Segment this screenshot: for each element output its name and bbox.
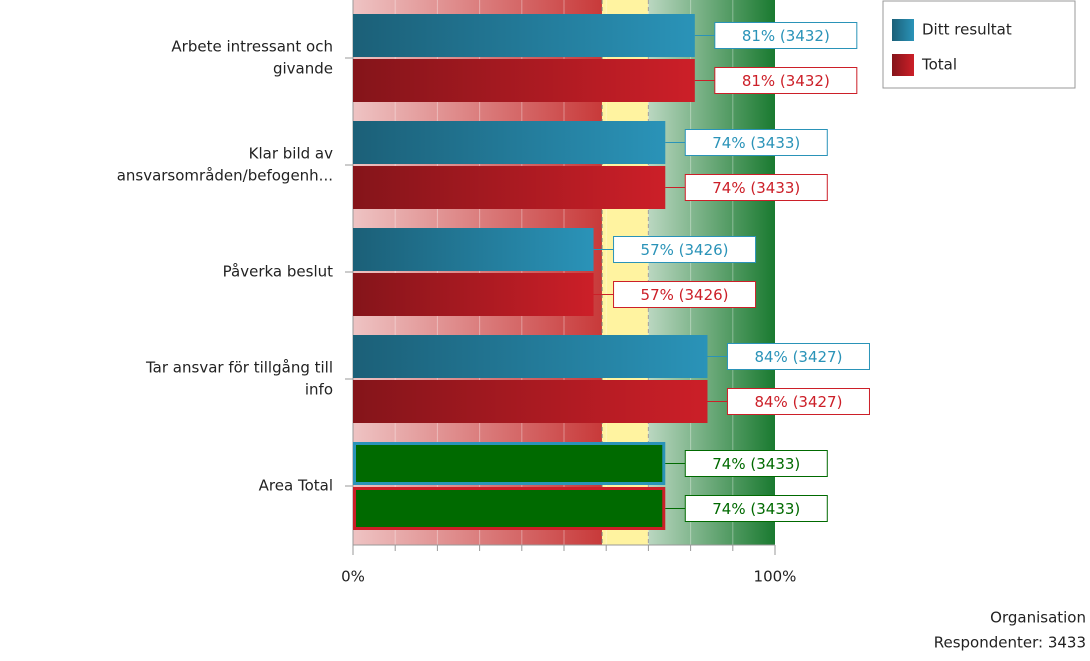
- legend-label: Total: [921, 56, 957, 74]
- category-label: info: [305, 381, 333, 399]
- label-box: [684, 174, 828, 201]
- category-label: Tar ansvar för tillgång till: [145, 359, 333, 377]
- value-label: 57% (3426): [641, 241, 729, 259]
- value-label: 74% (3433): [712, 179, 800, 197]
- category-label: Arbete intressant och: [171, 38, 333, 56]
- value-label: 81% (3432): [742, 27, 830, 45]
- value-label: 84% (3427): [754, 348, 842, 366]
- value-label: 74% (3433): [712, 134, 800, 152]
- label-box: [726, 343, 870, 370]
- bar: [353, 442, 666, 485]
- label-box: [613, 236, 757, 263]
- x-tick-label: 100%: [754, 568, 797, 586]
- footer-text: Respondenter: 3433: [934, 634, 1086, 652]
- bar-shade: [353, 166, 666, 209]
- label-box: [684, 450, 828, 477]
- legend-box: [882, 0, 1076, 89]
- bar-shade: [353, 335, 708, 378]
- value-label: 74% (3433): [712, 455, 800, 473]
- bar-shade: [353, 228, 594, 271]
- bar-shade: [353, 380, 708, 423]
- category-label: ansvarsområden/befogenh...: [117, 167, 333, 185]
- label-box: [726, 388, 870, 415]
- label-box: [714, 67, 858, 94]
- bar-shade: [353, 59, 695, 102]
- value-label: 57% (3426): [641, 286, 729, 304]
- label-box: [684, 495, 828, 522]
- bar: [353, 487, 666, 530]
- category-label: Area Total: [259, 477, 333, 495]
- value-label: 74% (3433): [712, 500, 800, 518]
- label-box: [684, 129, 828, 156]
- footer-text: Organisation: [990, 609, 1086, 627]
- bar-shade: [353, 14, 695, 57]
- value-label: 81% (3432): [742, 72, 830, 90]
- category-label: Klar bild av: [249, 145, 333, 163]
- legend-swatch-shade: [892, 19, 914, 41]
- label-box: [714, 22, 858, 49]
- category-label: givande: [273, 60, 333, 78]
- category-label: Påverka beslut: [223, 263, 333, 281]
- bar-shade: [353, 273, 594, 316]
- bar-shade: [353, 121, 666, 164]
- value-label: 84% (3427): [754, 393, 842, 411]
- label-box: [613, 281, 757, 308]
- x-tick-label: 0%: [341, 568, 365, 586]
- legend-label: Ditt resultat: [922, 21, 1012, 39]
- legend-swatch-shade: [892, 54, 914, 76]
